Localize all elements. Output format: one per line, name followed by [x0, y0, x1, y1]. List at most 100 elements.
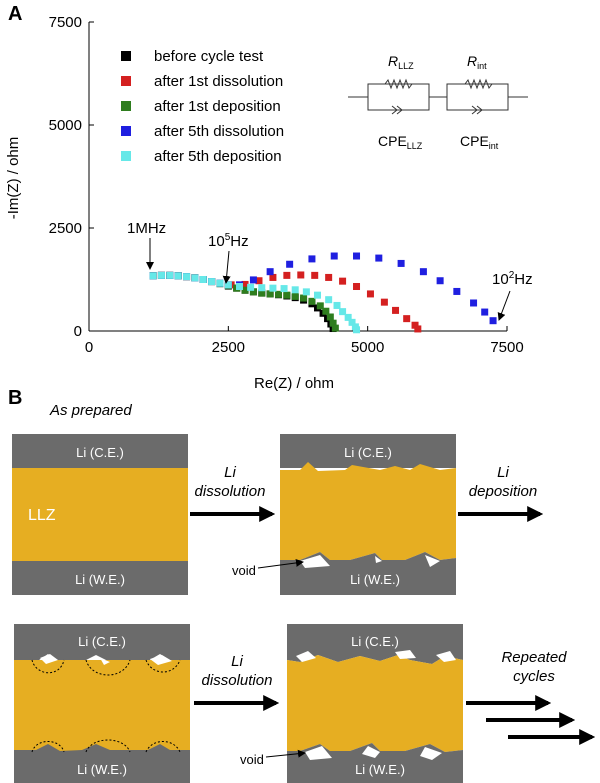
data-point: [291, 292, 299, 300]
data-point: [241, 280, 249, 288]
annotation-1e2hz: 102Hz: [492, 270, 533, 321]
data-point: [249, 288, 257, 296]
data-point: [380, 298, 388, 306]
data-point: [208, 278, 216, 286]
data-point: [266, 290, 274, 298]
data-point: [297, 271, 305, 279]
data-point: [316, 302, 324, 310]
li-dissolution-1-label-2: dissolution: [195, 483, 266, 500]
dotted-boundary: [145, 659, 181, 673]
li-dissolution-2-label-2: dissolution: [202, 672, 273, 689]
annotation-1e5hz: 105Hz: [208, 232, 249, 284]
llz-layer: [287, 655, 463, 752]
legend-label: after 1st deposition: [154, 98, 281, 115]
li-we-layer: [287, 743, 463, 783]
x-tick-label: 7500: [490, 339, 523, 356]
data-point: [375, 254, 383, 262]
data-point: [247, 283, 255, 291]
data-point: [199, 276, 207, 283]
void-shape: [305, 746, 332, 760]
data-point: [481, 308, 489, 316]
void-shape: [40, 654, 58, 664]
data-point: [392, 306, 400, 314]
data-point: [216, 279, 224, 287]
panel-b-label: B: [8, 387, 22, 409]
data-point: [330, 252, 338, 260]
void-pointer-2: [265, 749, 306, 758]
data-point: [149, 272, 157, 280]
void-shape: [420, 747, 442, 760]
dotted-boundary: [31, 741, 65, 753]
data-point: [269, 284, 277, 292]
dotted-boundary: [85, 659, 131, 676]
repeated-label-2: cycles: [513, 668, 555, 685]
data-point: [235, 283, 243, 291]
data-point: [436, 277, 444, 285]
data-point: [314, 291, 322, 299]
x-tick-label: 5000: [351, 339, 384, 356]
repeated-label: Repeated: [501, 649, 567, 666]
annotation-1e5hz-arrow: [222, 250, 231, 284]
data-point: [325, 296, 333, 304]
data-point: [331, 324, 339, 332]
cpe-llz-label: CPELLZ: [378, 133, 423, 151]
data-point: [241, 286, 249, 294]
void-label-2: void: [240, 752, 264, 767]
plot-frame: [88, 22, 507, 332]
equivalent-circuit: [348, 78, 528, 115]
series-5: [149, 271, 361, 334]
as-prepared-label: As prepared: [49, 402, 132, 419]
cpe-int-label: CPEint: [460, 133, 499, 151]
cell-after-deposition: Li (C.E.) Li (W.E.): [14, 624, 190, 783]
data-point: [311, 271, 319, 279]
li-ce-label: Li (C.E.): [351, 634, 399, 649]
data-point: [269, 273, 277, 281]
data-point: [329, 319, 337, 327]
data-point: [286, 260, 294, 268]
cell-as-prepared: Li (C.E.) LLZ Li (W.E.): [12, 434, 188, 595]
data-point: [339, 277, 347, 285]
legend-marker: [121, 151, 131, 161]
li-deposition-label-2: deposition: [469, 483, 537, 500]
r-int-label: Rint: [467, 53, 487, 71]
data-point: [166, 271, 174, 279]
void-shape: [100, 658, 110, 665]
void-shape: [300, 555, 330, 568]
legend-label: after 5th deposition: [154, 148, 282, 165]
li-ce-layer: [287, 624, 463, 664]
li-we-label: Li (W.E.): [75, 572, 125, 587]
data-point: [266, 268, 274, 276]
dotted-boundary: [31, 659, 65, 674]
llz-layer: [14, 660, 190, 752]
data-point: [414, 325, 422, 333]
data-point: [283, 291, 291, 299]
llz-layer: [12, 468, 188, 561]
li-dissolution-1-label: Li: [224, 464, 236, 481]
annotation-1mhz: 1MHz: [127, 220, 166, 270]
x-tick-label: 2500: [212, 339, 245, 356]
data-point: [344, 313, 352, 321]
void-shape: [425, 555, 440, 567]
data-point: [353, 326, 361, 334]
legend-marker: [121, 101, 131, 111]
data-point: [258, 284, 266, 292]
annotation-1e2hz-arrow: [497, 290, 511, 321]
data-point: [339, 308, 347, 316]
li-we-label: Li (W.E.): [355, 762, 405, 777]
data-point: [224, 281, 232, 289]
series-3: [149, 271, 339, 332]
void-pointer-1: [257, 558, 304, 569]
annotation-1mhz-label: 1MHz: [127, 220, 166, 237]
li-we-layer: [12, 561, 188, 595]
data-point: [403, 315, 411, 323]
void-shape: [436, 651, 456, 662]
li-we-label: Li (W.E.): [77, 762, 127, 777]
legend-label: after 5th dissolution: [154, 123, 284, 140]
void-shape: [375, 556, 382, 563]
data-point: [157, 271, 165, 279]
data-point: [249, 276, 257, 284]
void-label-1: void: [232, 563, 256, 578]
panel-a-label: A: [8, 3, 22, 25]
